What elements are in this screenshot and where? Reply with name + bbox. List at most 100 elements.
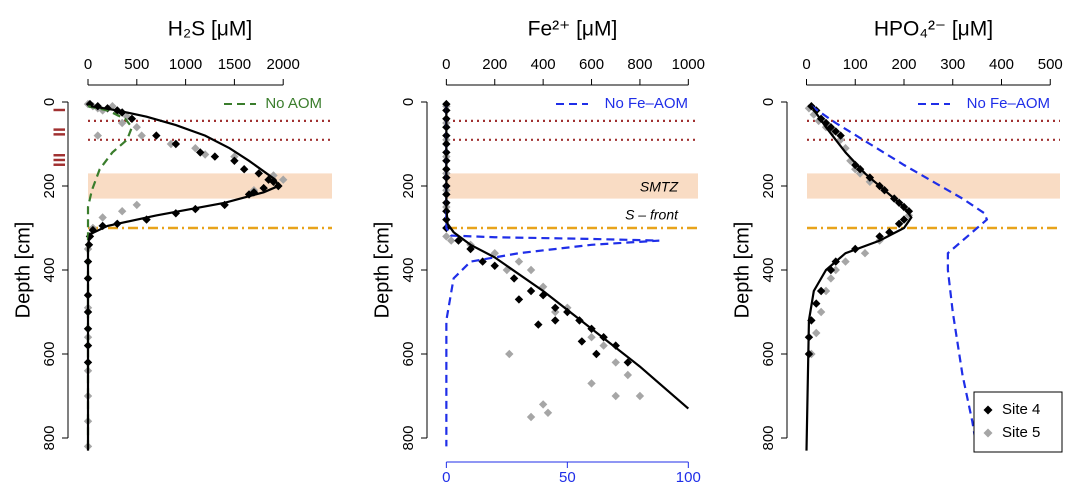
x-tick-label: 100 <box>843 56 868 73</box>
data-point <box>816 307 826 317</box>
data-point <box>543 408 553 417</box>
data-point <box>509 274 519 283</box>
legend-box <box>973 391 1063 453</box>
data-point <box>526 265 536 275</box>
data-point <box>166 139 176 149</box>
data-point <box>551 303 560 312</box>
x-tick-label: 300 <box>940 56 965 73</box>
data-point <box>93 131 102 140</box>
annotation: III <box>50 153 69 167</box>
data-point <box>563 307 572 317</box>
y-tick-label: 200 <box>41 173 58 198</box>
y-tick-label: 600 <box>760 341 777 366</box>
annotation: II <box>50 127 69 136</box>
band <box>807 173 1060 199</box>
data-point <box>117 207 127 216</box>
data-point <box>812 328 821 338</box>
x-tick-label: 0 <box>802 56 810 73</box>
data-point <box>831 265 840 275</box>
data-point <box>505 349 514 359</box>
x-tick-label: 1000 <box>672 56 705 73</box>
x-tick-label: 400 <box>989 56 1014 73</box>
y-tick-label: 600 <box>400 341 417 366</box>
y-tick-label: 800 <box>400 425 417 450</box>
y-axis-title: Depth [cm] <box>371 222 393 319</box>
y-tick-label: 400 <box>760 257 777 282</box>
chart-title: H₂S [μM] <box>168 18 252 41</box>
y-tick-label: 800 <box>760 425 777 450</box>
legend-marker <box>983 428 993 438</box>
chart-title: Fe²⁺ [μM] <box>528 18 618 41</box>
data-point <box>577 337 587 346</box>
data-point <box>442 99 451 109</box>
data-point <box>132 200 142 210</box>
panel: H₂S [μM] 0 500 1000 1500 2000 0 200 400 600 800 Dep… <box>12 18 332 451</box>
data-point <box>587 333 596 342</box>
data-point <box>587 379 596 388</box>
data-point <box>836 131 845 140</box>
dashed-line <box>810 105 989 451</box>
y-axis-title: Depth [cm] <box>12 222 34 319</box>
y-tick-label: 0 <box>760 98 777 106</box>
data-point <box>851 160 860 170</box>
data-point <box>152 131 161 140</box>
data-point <box>821 286 831 296</box>
data-point <box>514 295 524 304</box>
data-point <box>196 148 205 157</box>
band <box>88 173 332 199</box>
data-point <box>635 391 645 401</box>
y-tick-label: 400 <box>41 257 58 282</box>
data-point <box>132 123 142 132</box>
data-point <box>279 175 288 184</box>
x-tick-label: 2000 <box>267 56 300 73</box>
annotation: S – front <box>625 207 679 223</box>
x-tick-label: 600 <box>579 56 604 73</box>
x-tick-label: 400 <box>531 56 556 73</box>
data-point <box>841 257 850 266</box>
data-point <box>446 236 456 245</box>
data-point <box>269 171 278 180</box>
data-point <box>117 118 127 128</box>
model-line <box>805 105 913 451</box>
x-tick-label: 500 <box>1038 56 1063 73</box>
y-tick-label: 0 <box>400 98 417 106</box>
data-point <box>210 152 220 161</box>
model-line <box>86 105 280 451</box>
data-point <box>85 99 95 109</box>
data-point <box>200 150 210 159</box>
legend-label: Site 4 <box>1002 401 1040 418</box>
panel: HPO₄²⁻ [μM] 0 100 200 300 400 500 0 200 400 600 800… <box>731 18 1063 453</box>
legend-label: No Fe–AOM <box>967 95 1050 112</box>
legend-label: No Fe–AOM <box>605 95 688 112</box>
data-point <box>551 316 560 325</box>
y-tick-label: 400 <box>400 257 417 282</box>
data-point <box>526 412 536 422</box>
x-tick-label: 800 <box>627 56 652 73</box>
annotation: I <box>50 108 69 113</box>
dashed-line <box>445 106 660 447</box>
data-point <box>592 349 601 359</box>
data-point <box>244 190 254 199</box>
x-tick-label: 1000 <box>169 56 202 73</box>
data-point <box>816 286 826 296</box>
y-axis-title: Depth [cm] <box>731 222 753 319</box>
legend-label: No AOM <box>265 95 322 112</box>
data-point <box>860 249 870 258</box>
x2-tick-label: 100 <box>676 469 701 483</box>
y-tick-label: 200 <box>400 173 417 198</box>
data-point <box>442 232 451 241</box>
dashed-line <box>86 105 134 451</box>
data-point <box>98 213 107 222</box>
x-tick-label: 200 <box>891 56 916 73</box>
data-point <box>526 286 536 296</box>
data-point <box>466 244 475 254</box>
x-tick-label: 200 <box>482 56 507 73</box>
data-point <box>611 391 620 401</box>
data-point <box>127 114 137 123</box>
x2-tick-label: 0 <box>442 469 450 483</box>
data-point <box>171 139 181 149</box>
data-point <box>191 144 200 153</box>
data-point <box>108 102 117 111</box>
